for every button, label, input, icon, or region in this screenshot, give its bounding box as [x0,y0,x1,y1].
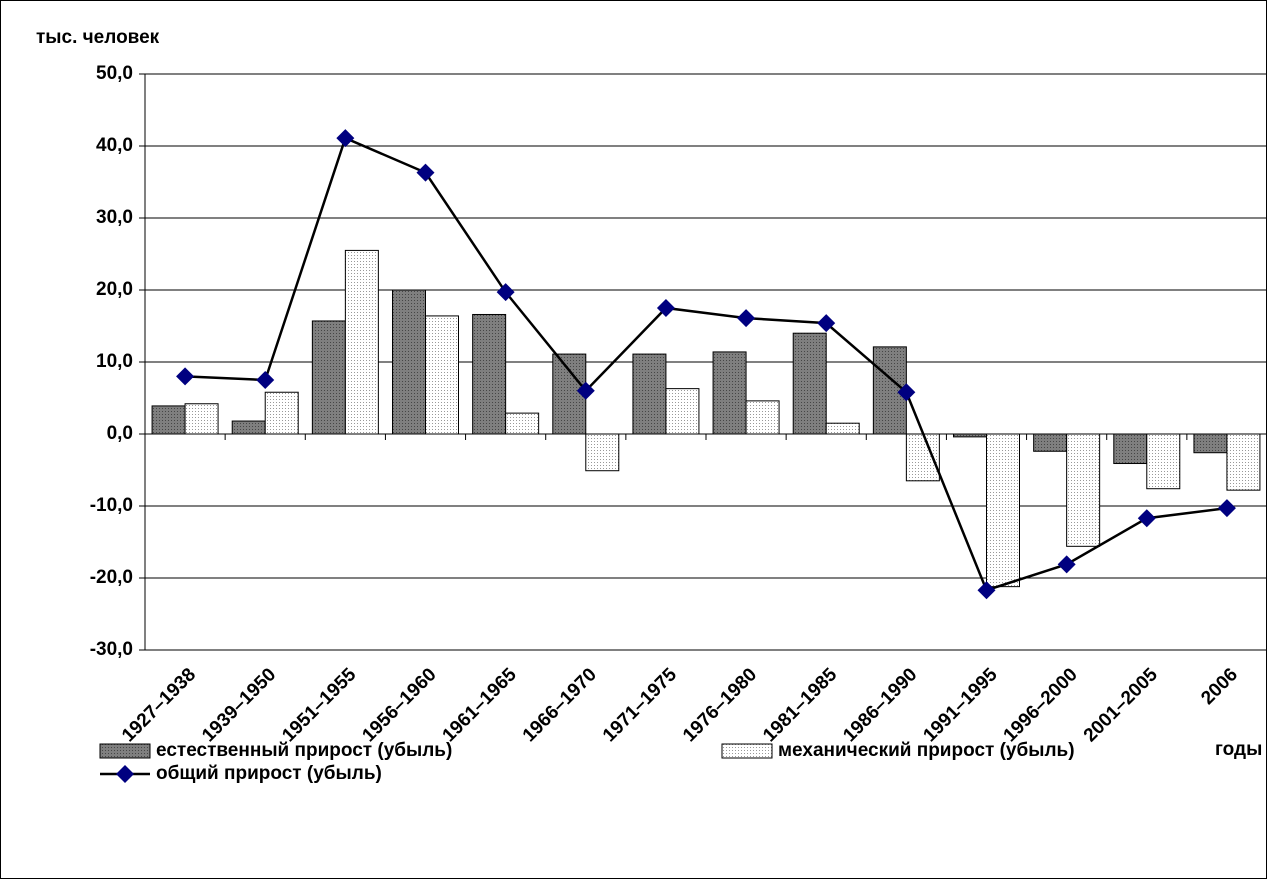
x-axis-label: годы [1215,739,1262,760]
bar [344,249,379,435]
marker [1137,509,1156,528]
y-axis-label: тыс. человек [36,27,160,48]
bar [264,391,299,435]
bar [792,332,827,435]
bar [1033,433,1068,452]
y-tick-label: 30,0 [96,207,133,228]
y-tick-label: -10,0 [90,495,133,516]
y-tick-label: -20,0 [90,567,133,588]
y-tick-label: 50,0 [96,63,133,84]
marker [977,581,996,600]
bar [184,403,219,435]
legend-label: механический прирост (убыль) [778,740,1075,761]
marker [496,283,515,302]
marker [176,367,195,386]
bar [392,289,426,435]
bar [986,433,1020,588]
bar [505,412,540,435]
bar [712,351,747,435]
y-tick-label: -30,0 [90,639,133,660]
bar [825,422,860,435]
marker [1217,499,1236,518]
legend-label: общий прирост (убыль) [156,763,382,784]
bar [1146,433,1181,490]
y-tick-label: 20,0 [96,279,133,300]
legend-swatch [721,743,773,759]
bar [632,353,667,435]
legend-marker [116,765,134,783]
bar [745,400,780,435]
marker [576,381,595,400]
bar [311,320,346,435]
marker [256,371,275,389]
bar [1066,433,1101,547]
marker [897,383,916,402]
bar [472,313,507,435]
bar [905,433,940,482]
bar [1113,433,1148,465]
y-tick-label: 0,0 [107,423,133,444]
bar [151,405,186,435]
bar [1226,433,1261,491]
y-tick-label: 40,0 [96,135,133,156]
bar [585,433,620,472]
bar [1193,433,1228,454]
marker [656,299,675,317]
marker [416,163,435,182]
legend-swatch [99,743,151,759]
legend-label: естественный прирост (убыль) [156,740,452,761]
y-tick-label: 10,0 [96,351,133,372]
bar [231,420,266,435]
line [185,136,1228,592]
marker [817,314,836,333]
marker [336,129,355,148]
marker [1057,555,1076,574]
bar [425,315,459,435]
bar [665,388,700,435]
bar [953,433,987,438]
marker [737,309,756,328]
